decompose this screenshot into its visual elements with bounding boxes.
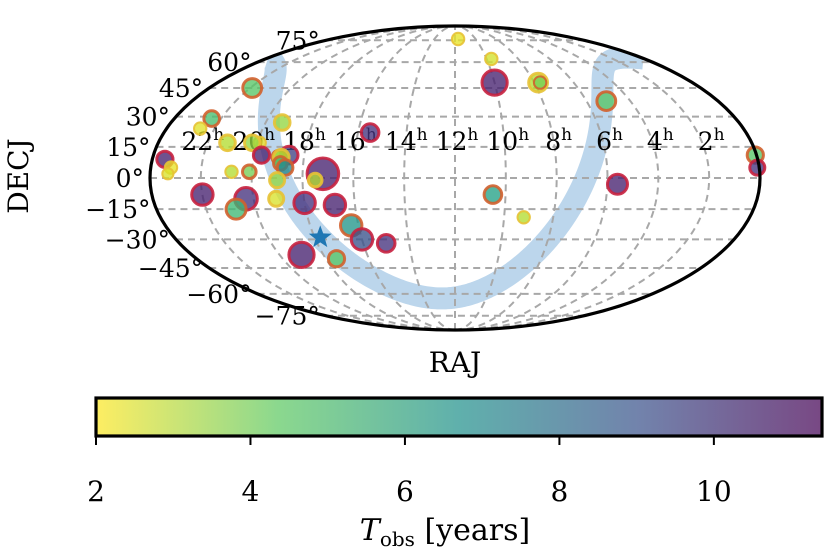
pulsar-point — [241, 77, 264, 99]
colorbar-tick-label: 10 — [696, 475, 732, 508]
pulsar-point — [218, 133, 237, 153]
x-axis-label: RAJ — [429, 346, 482, 379]
pulsar-point — [275, 158, 295, 177]
pulsar-point — [251, 145, 272, 165]
ra-tick-label: 4h — [647, 125, 674, 156]
map-boundary — [148, 24, 762, 332]
colorbar-tick-label: 4 — [242, 475, 260, 508]
pulsar-point — [190, 182, 215, 207]
pulsar-points — [155, 31, 767, 269]
pulsar-point — [326, 249, 347, 269]
pulsar-point — [595, 90, 618, 112]
pulsar-point — [224, 197, 248, 221]
pulsar-point — [322, 192, 348, 218]
galactic-plane-segment — [310, 46, 652, 310]
dec-tick-label: 0° — [116, 164, 144, 193]
dec-tick-label: −60° — [186, 280, 251, 309]
colorbar-label-main: T — [360, 513, 382, 548]
pulsar-point — [287, 240, 316, 269]
pulsar-point — [450, 31, 466, 47]
pulsar-point — [516, 210, 531, 225]
pulsar-point — [267, 189, 286, 208]
colorbar-frame — [94, 396, 824, 438]
ra-tick-label: 12h — [436, 125, 479, 156]
pulsar-point — [292, 190, 317, 216]
pulsar-point — [484, 51, 499, 67]
colorbar-tick-label: 2 — [87, 475, 105, 508]
colorbar-tick-label: 8 — [550, 475, 568, 508]
pulsar-point — [272, 113, 292, 132]
y-axis-label: DECJ — [2, 138, 35, 214]
ra-tick-label: 8h — [545, 125, 572, 156]
colorbar-label: Tobs [years] — [360, 513, 530, 551]
pulsar-point — [202, 109, 221, 128]
ra-tick-label: 6h — [596, 125, 623, 156]
dec-tick-label: −45° — [138, 254, 203, 283]
pulsar-point — [480, 68, 509, 97]
dec-tick-label: −15° — [85, 195, 150, 224]
pulsar-point — [375, 233, 397, 254]
galactic-center-marker — [308, 225, 332, 248]
dec-tick-label: 60° — [207, 48, 251, 77]
pulsar-point — [243, 133, 262, 153]
pulsar-point — [268, 171, 287, 190]
colorbar-gradient — [96, 398, 822, 436]
dec-tick-labels: 75° 60°45°30°15°0°−15°−30°−45°−60°−75° — [85, 26, 320, 330]
dec-tick-label: 30° — [126, 103, 170, 132]
dec-tick-label: −75° — [255, 302, 320, 331]
colorbar-tick-label: 6 — [396, 475, 414, 508]
pulsar-point — [241, 163, 258, 181]
colorbar-label-sub: obs — [380, 527, 415, 551]
coordinate-grid — [150, 26, 760, 330]
pulsar-point — [306, 171, 324, 189]
ra-gridline — [352, 26, 456, 330]
ra-tick-label: 10h — [486, 125, 529, 156]
pulsar-point — [482, 184, 504, 205]
pulsar-point — [224, 164, 239, 180]
ra-tick-label: 2h — [698, 125, 725, 156]
pulsar-point — [193, 121, 208, 136]
ra-gridline — [454, 26, 558, 330]
pulsar-point — [359, 122, 381, 143]
dec-tick-label: 45° — [159, 74, 203, 103]
ra-tick-label: 14h — [385, 125, 428, 156]
pulsar-point — [532, 75, 548, 90]
dec-tick-label: 75° — [276, 26, 320, 55]
colorbar: 2 4 6 8 10 Tobs [years] — [87, 396, 824, 551]
dec-tick-label: −30° — [105, 225, 170, 254]
dec-tick-label: 15° — [106, 133, 150, 162]
colorbar-label-rest: [years] — [415, 513, 530, 548]
galactic-center-star — [308, 225, 332, 248]
pulsar-point — [161, 167, 175, 181]
pulsar-point — [349, 227, 375, 252]
pulsar-point — [606, 172, 629, 196]
